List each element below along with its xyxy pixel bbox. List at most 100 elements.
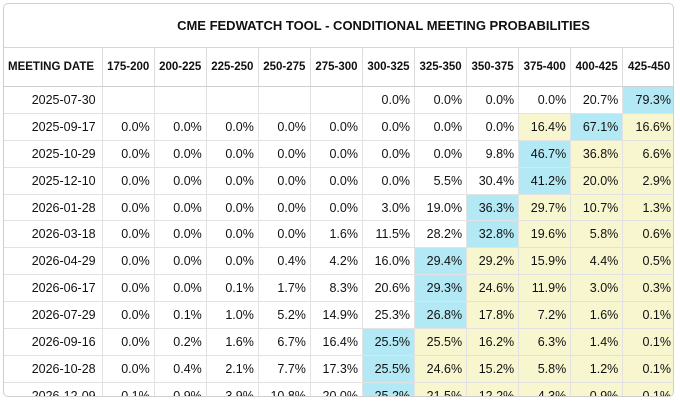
probability-cell: 5.2% [258,301,311,330]
page-title: CME FEDWATCH TOOL - CONDITIONAL MEETING … [4,4,673,48]
probability-cell: 0.1% [102,382,155,396]
probability-cell: 0.9% [570,382,624,396]
probability-cell: 0.0% [414,86,468,114]
probability-cell: 11.5% [362,220,416,249]
probability-cell: 0.0% [154,220,207,249]
probability-cell: 46.7% [518,140,572,168]
meeting-date: 2026-03-18 [4,220,103,249]
probability-cell: 0.0% [102,274,155,303]
probability-cell: 6.3% [518,328,572,356]
probability-cell: 0.0% [206,194,259,222]
table-row: 2026-06-17 0.0% 0.0% 0.1% 1.7% 8.3% 20.6% 29.3%… [4,274,673,303]
probability-cell: 0.0% [362,167,416,195]
table-row: 2026-01-28 0.0% 0.0% 0.0% 0.0% 0.0% 3.0% 19.0% 3… [4,194,673,222]
probability-cell: 0.4% [154,355,207,383]
probability-cell: 6.7% [258,328,311,356]
probability-cell: 25.5% [362,328,416,356]
probability-cell: 16.4% [518,113,572,141]
rate-header: 200-225 [154,48,207,87]
probability-cell: 17.3% [310,355,363,383]
probability-cell: 32.8% [466,220,520,249]
probability-cell: 41.2% [518,167,572,195]
meeting-date: 2026-09-16 [4,328,103,356]
probability-cell: 3.0% [362,194,416,222]
probability-cell: 4.4% [570,247,624,276]
probability-cell: 16.6% [622,113,673,141]
rate-header: 250-275 [258,48,311,87]
probability-cell: 14.9% [310,301,363,330]
probability-cell: 0.0% [102,328,155,356]
probability-cell: 0.0% [102,355,155,383]
probability-cell: 0.5% [622,247,673,276]
probability-cell: 1.3% [622,194,673,222]
rate-header: 425-450 [622,48,673,87]
probability-cell: 0.0% [258,220,311,249]
probability-cell: 21.5% [414,382,468,396]
probability-cell: 0.0% [362,140,416,168]
probability-cell: 0.0% [206,167,259,195]
rate-header: 225-250 [206,48,259,87]
probability-cell: 11.9% [518,274,572,303]
probability-cell: 0.0% [154,194,207,222]
probability-cell: 28.2% [414,220,468,249]
rate-header: 375-400 [518,48,572,87]
probability-cell: 12.2% [466,382,520,396]
meeting-date: 2026-04-29 [4,247,103,276]
table-row: 2025-10-29 0.0% 0.0% 0.0% 0.0% 0.0% 0.0% 0.0% 9.… [4,140,673,168]
probability-cell: 1.2% [570,355,624,383]
probability-cell: 20.0% [310,382,363,396]
probability-cell: 24.6% [466,274,520,303]
probability-cell: 0.0% [362,113,416,141]
probability-cell: 0.0% [206,220,259,249]
probability-cell: 0.0% [362,86,416,114]
probability-cell: 0.1% [622,382,673,396]
probability-cell: 19.0% [414,194,468,222]
probability-cell: 1.4% [570,328,624,356]
probability-cell: 29.4% [414,247,468,276]
probability-cell: 30.4% [466,167,520,195]
probability-cell: 3.0% [570,274,624,303]
probability-cell: 1.7% [258,274,311,303]
probability-cell: 10.7% [570,194,624,222]
meeting-date: 2026-12-09 [4,382,103,396]
probability-cell: 29.2% [466,247,520,276]
probability-cell: 0.1% [622,301,673,330]
probability-cell: 36.3% [466,194,520,222]
table-row: 2026-04-29 0.0% 0.0% 0.0% 0.4% 4.2% 16.0% 29.4%… [4,247,673,276]
probability-cell: 25.2% [362,382,416,396]
probability-cell: 1.0% [206,301,259,330]
probability-cell: 10.8% [258,382,311,396]
probability-cell: 17.8% [466,301,520,330]
probability-cell: 0.0% [206,113,259,141]
probability-cell: 0.0% [102,194,155,222]
probability-cell: 0.1% [154,301,207,330]
meeting-date: 2026-06-17 [4,274,103,303]
table-body: 2025-07-30 0.0% 0.0% 0.0% 0.0% 20.7% 79.3% 2025… [4,86,673,396]
probability-cell: 0.0% [258,194,311,222]
table-row: 2026-07-29 0.0% 0.1% 1.0% 5.2% 14.9% 25.3% 26.8… [4,301,673,330]
probability-cell: 0.6% [622,220,673,249]
probability-cell: 4.2% [310,247,363,276]
table-row: 2025-09-17 0.0% 0.0% 0.0% 0.0% 0.0% 0.0% 0.0% 0.… [4,113,673,141]
probability-cell: 5.8% [570,220,624,249]
table-row: 2026-10-28 0.0% 0.4% 2.1% 7.7% 17.3% 25.5% 24.6… [4,355,673,383]
probability-cell: 15.2% [466,355,520,383]
probability-cell: 0.9% [154,382,207,396]
probability-cell: 0.0% [310,140,363,168]
probability-cell: 25.3% [362,301,416,330]
probability-cell: 0.0% [102,140,155,168]
table-row: 2026-03-18 0.0% 0.0% 0.0% 0.0% 1.6% 11.5% 28.2%… [4,220,673,249]
probability-cell: 25.5% [414,328,468,356]
probability-cell: 7.7% [258,355,311,383]
probability-cell: 0.0% [102,220,155,249]
meeting-date: 2025-10-29 [4,140,103,168]
probability-cell [310,86,363,114]
probability-cell: 0.0% [154,113,207,141]
probability-cell: 0.0% [154,274,207,303]
meeting-date: 2025-12-10 [4,167,103,195]
probability-cell: 29.7% [518,194,572,222]
probability-cell: 0.0% [154,167,207,195]
probability-table: MEETING DATE 175-200 200-225 225-250 250-27… [4,48,673,396]
probability-cell: 9.8% [466,140,520,168]
probability-cell: 2.9% [622,167,673,195]
